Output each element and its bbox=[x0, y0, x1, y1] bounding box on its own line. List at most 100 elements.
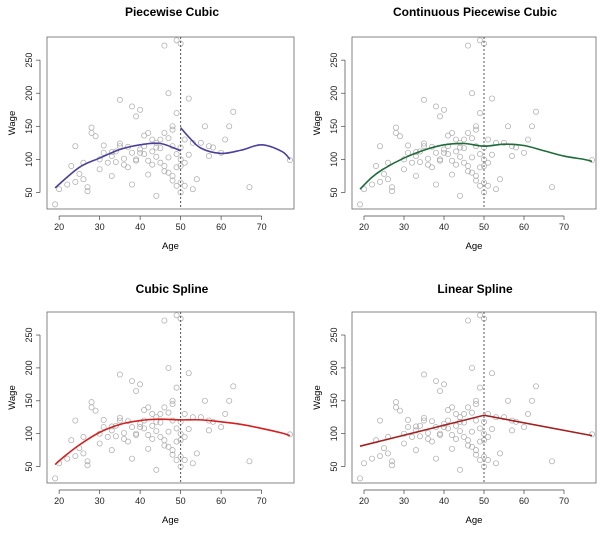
data-point bbox=[116, 371, 123, 378]
data-point bbox=[489, 151, 495, 158]
data-point bbox=[485, 159, 491, 166]
data-point bbox=[453, 435, 459, 442]
data-point bbox=[409, 159, 415, 166]
data-point bbox=[185, 151, 192, 158]
y-tick-label: 50 bbox=[329, 187, 339, 197]
data-point bbox=[453, 410, 459, 417]
data-point bbox=[112, 159, 119, 165]
data-point bbox=[129, 103, 135, 110]
data-point bbox=[206, 143, 212, 150]
data-point bbox=[461, 159, 467, 166]
data-point bbox=[453, 422, 459, 429]
y-axis-label: Wage bbox=[7, 385, 18, 409]
data-point bbox=[461, 145, 467, 152]
x-tick-label: 60 bbox=[216, 222, 226, 232]
data-point bbox=[112, 433, 119, 440]
data-point bbox=[153, 466, 160, 473]
data-point bbox=[485, 136, 491, 143]
data-point bbox=[246, 458, 253, 465]
data-point bbox=[222, 410, 229, 417]
y-tick-label: 200 bbox=[329, 86, 339, 101]
y-tick-label: 150 bbox=[24, 393, 34, 408]
data-point bbox=[429, 418, 435, 425]
data-point bbox=[68, 163, 75, 169]
y-tick-label: 150 bbox=[329, 119, 339, 134]
y-tick-label: 200 bbox=[24, 86, 34, 101]
data-point bbox=[437, 113, 443, 120]
data-point bbox=[197, 139, 204, 146]
data-point bbox=[477, 37, 483, 44]
fit-curve bbox=[359, 142, 593, 190]
data-point bbox=[80, 434, 87, 440]
data-point bbox=[64, 455, 71, 462]
x-tick-label: 20 bbox=[359, 496, 369, 506]
data-point bbox=[181, 410, 188, 417]
data-point bbox=[173, 457, 180, 463]
data-point bbox=[389, 184, 395, 191]
data-point bbox=[433, 181, 439, 188]
data-point bbox=[181, 457, 188, 463]
plot-frame bbox=[46, 36, 295, 210]
data-point bbox=[157, 434, 164, 440]
data-point bbox=[477, 457, 483, 463]
data-point bbox=[385, 159, 391, 166]
data-point bbox=[149, 422, 156, 429]
data-point bbox=[137, 381, 144, 388]
data-point bbox=[421, 96, 427, 103]
data-point bbox=[437, 432, 443, 438]
data-point bbox=[497, 450, 503, 457]
data-point bbox=[549, 184, 555, 191]
data-point bbox=[133, 432, 140, 438]
data-point bbox=[437, 157, 443, 164]
data-point bbox=[133, 430, 140, 437]
x-tick-label: 50 bbox=[176, 222, 186, 232]
data-point bbox=[169, 401, 176, 408]
data-point bbox=[469, 90, 475, 97]
data-point bbox=[445, 151, 451, 158]
data-point bbox=[465, 404, 471, 411]
data-point bbox=[96, 440, 103, 447]
data-points bbox=[357, 37, 595, 208]
y-axis-label: Wage bbox=[7, 111, 18, 135]
data-point bbox=[84, 462, 91, 469]
data-point bbox=[149, 161, 156, 168]
data-point bbox=[72, 453, 79, 459]
x-tick-label: 70 bbox=[559, 496, 569, 506]
data-point bbox=[477, 312, 483, 319]
data-point bbox=[453, 148, 459, 155]
data-point bbox=[153, 428, 160, 434]
y-tick-label: 50 bbox=[24, 187, 34, 197]
data-point bbox=[425, 161, 431, 168]
data-point bbox=[226, 123, 233, 130]
data-point bbox=[230, 383, 237, 390]
data-point bbox=[169, 451, 176, 458]
data-point bbox=[405, 416, 411, 423]
data-point bbox=[377, 143, 383, 150]
x-tick-label: 70 bbox=[559, 222, 569, 232]
data-point bbox=[445, 417, 451, 424]
data-point bbox=[445, 425, 451, 432]
data-point bbox=[161, 404, 168, 411]
data-point bbox=[129, 378, 135, 385]
y-tick-label: 250 bbox=[329, 53, 339, 68]
data-point bbox=[165, 90, 172, 97]
data-point bbox=[469, 443, 475, 450]
data-point bbox=[84, 184, 91, 191]
data-point bbox=[533, 383, 539, 390]
data-point bbox=[145, 129, 152, 136]
data-point bbox=[161, 129, 168, 136]
data-point bbox=[173, 312, 180, 319]
data-point bbox=[481, 453, 487, 460]
y-axis-label: Wage bbox=[312, 385, 323, 409]
data-point bbox=[457, 414, 463, 421]
data-point bbox=[405, 424, 411, 431]
data-point bbox=[153, 192, 160, 199]
y-tick-label: 250 bbox=[24, 53, 34, 68]
data-point bbox=[104, 159, 111, 166]
data-point bbox=[210, 144, 216, 151]
data-point bbox=[385, 450, 391, 457]
data-point bbox=[433, 149, 439, 156]
data-point bbox=[125, 164, 131, 171]
data-point bbox=[381, 445, 387, 452]
